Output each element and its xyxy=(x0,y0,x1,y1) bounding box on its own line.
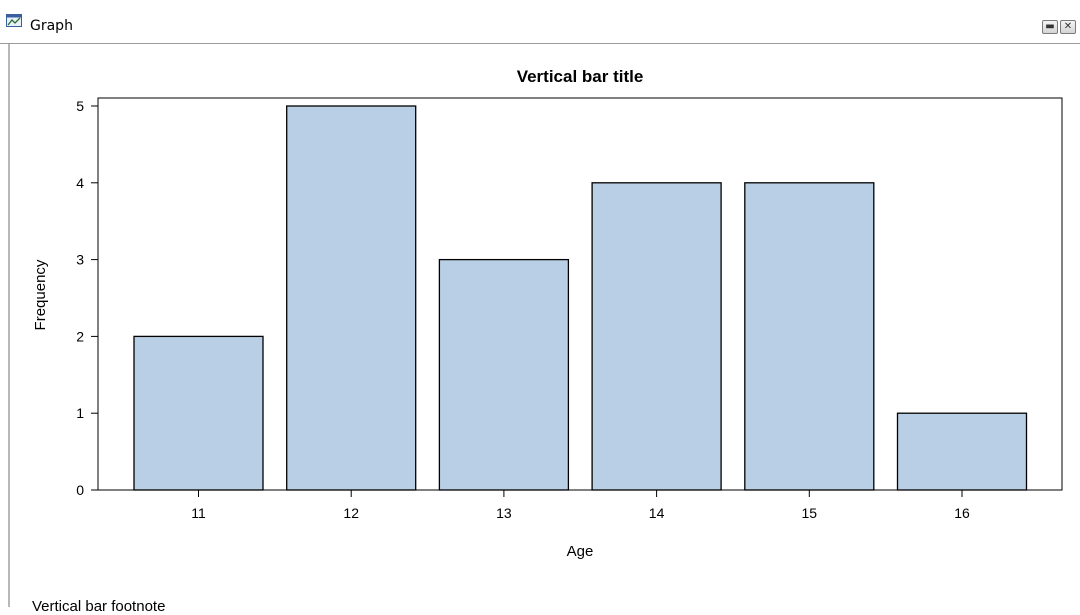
bar-11 xyxy=(133,335,264,491)
window-titlebar: Graph ▬ ✕ xyxy=(0,0,1080,44)
bars-group xyxy=(133,105,1028,491)
x-tick-label-11: 11 xyxy=(191,505,206,521)
bar-15 xyxy=(744,182,875,491)
x-axis-label: Age xyxy=(567,543,594,560)
x-tick-label-14: 14 xyxy=(649,505,665,521)
chart-title: Vertical bar title xyxy=(517,67,644,86)
y-tick-label-5: 5 xyxy=(76,98,84,114)
minimize-icon: ▬ xyxy=(1045,21,1055,32)
x-tick-label-13: 13 xyxy=(496,505,512,521)
y-tick-label-3: 3 xyxy=(76,252,84,268)
y-tick-label-4: 4 xyxy=(76,175,84,191)
bar-13 xyxy=(438,258,570,491)
plot-frame xyxy=(97,97,1063,491)
x-tick-label-12: 12 xyxy=(343,505,359,521)
close-icon: ✕ xyxy=(1063,21,1073,32)
y-tick-label-1: 1 xyxy=(76,405,84,421)
bar-16 xyxy=(896,412,1028,491)
y-axis-label: Frequency xyxy=(32,259,49,330)
y-axis: 0 1 2 3 4 5 xyxy=(76,98,98,498)
bar-12 xyxy=(286,105,417,491)
minimize-button[interactable]: ▬ xyxy=(1042,20,1058,34)
graph-window-icon xyxy=(6,14,22,27)
bar-14 xyxy=(591,182,722,491)
y-tick-label-0: 0 xyxy=(76,482,84,498)
window-title: Graph xyxy=(30,18,73,34)
x-tick-label-16: 16 xyxy=(954,505,970,521)
x-axis: 11 12 13 14 15 16 xyxy=(191,490,970,521)
y-tick-label-2: 2 xyxy=(76,328,84,344)
x-tick-label-15: 15 xyxy=(802,505,818,521)
close-button[interactable]: ✕ xyxy=(1060,20,1076,34)
